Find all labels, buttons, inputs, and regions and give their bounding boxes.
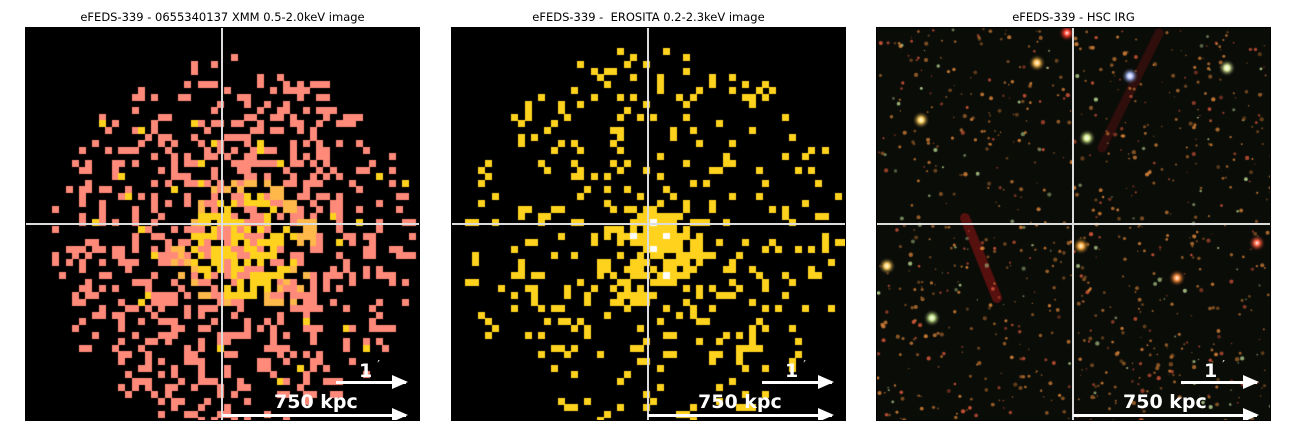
- physical-scale-label: 750 kpc: [274, 391, 358, 413]
- hsc-image-panel: 1 ′ 750 kpc: [876, 27, 1271, 421]
- panel-title-hsc: eFEDS-339 - HSC IRG: [1012, 10, 1135, 24]
- panel-title-erosita: eFEDS-339 - EROSITA 0.2-2.3keV image: [532, 10, 765, 24]
- physical-scale-label: 750 kpc: [698, 391, 782, 413]
- crosshair-vertical: [647, 28, 649, 420]
- physical-scale-label: 750 kpc: [1123, 391, 1207, 413]
- crosshair-vertical: [1072, 28, 1074, 420]
- xmm-image-panel: 1 ′ 750 kpc: [25, 27, 420, 421]
- panel-title-xmm: eFEDS-339 - 0655340137 XMM 0.5-2.0keV im…: [80, 10, 365, 24]
- crosshair-vertical: [221, 28, 223, 420]
- physical-scale-arrow: [222, 408, 408, 420]
- physical-scale-arrow: [648, 408, 834, 420]
- angular-scale-label: 1 ′: [359, 358, 380, 382]
- angular-scale-arrow: [1181, 375, 1259, 389]
- physical-scale-arrow: [1073, 408, 1259, 420]
- angular-scale-arrow: [336, 375, 408, 389]
- angular-scale-label: 1 ′: [1204, 358, 1225, 382]
- angular-scale-label: 1 ′: [785, 358, 806, 382]
- angular-scale-arrow: [762, 375, 834, 389]
- erosita-image-panel: 1 ′ 750 kpc: [451, 27, 846, 421]
